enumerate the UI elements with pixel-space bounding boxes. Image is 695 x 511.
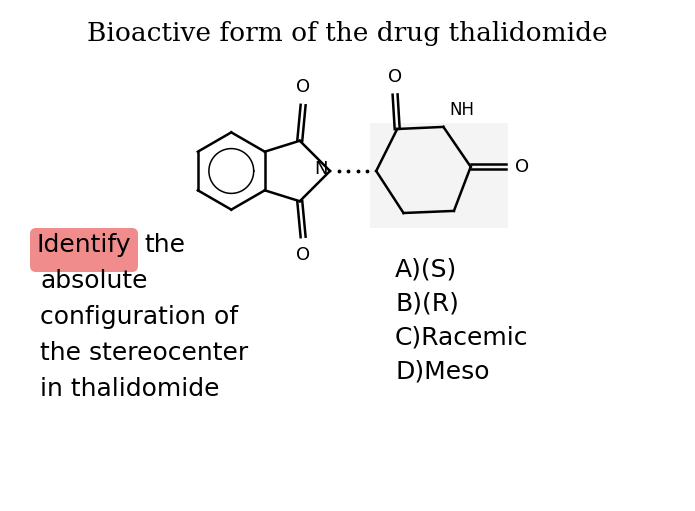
Text: O: O xyxy=(388,67,402,85)
Text: Identify: Identify xyxy=(37,233,131,257)
FancyBboxPatch shape xyxy=(30,228,138,272)
Text: D)Meso: D)Meso xyxy=(395,359,489,383)
Text: O: O xyxy=(296,246,310,264)
Text: O: O xyxy=(296,78,310,96)
Text: the stereocenter: the stereocenter xyxy=(40,341,248,365)
Text: absolute: absolute xyxy=(40,269,147,293)
Text: in thalidomide: in thalidomide xyxy=(40,377,220,401)
Text: O: O xyxy=(516,158,530,176)
Text: the: the xyxy=(144,233,185,257)
Text: C)Racemic: C)Racemic xyxy=(395,325,528,349)
Text: N: N xyxy=(315,160,328,178)
FancyBboxPatch shape xyxy=(370,123,509,227)
Text: B)(R): B)(R) xyxy=(395,291,459,315)
Text: A)(S): A)(S) xyxy=(395,257,457,281)
Text: NH: NH xyxy=(450,101,475,119)
Text: Bioactive form of the drug thalidomide: Bioactive form of the drug thalidomide xyxy=(87,21,607,46)
Text: configuration of: configuration of xyxy=(40,305,238,329)
